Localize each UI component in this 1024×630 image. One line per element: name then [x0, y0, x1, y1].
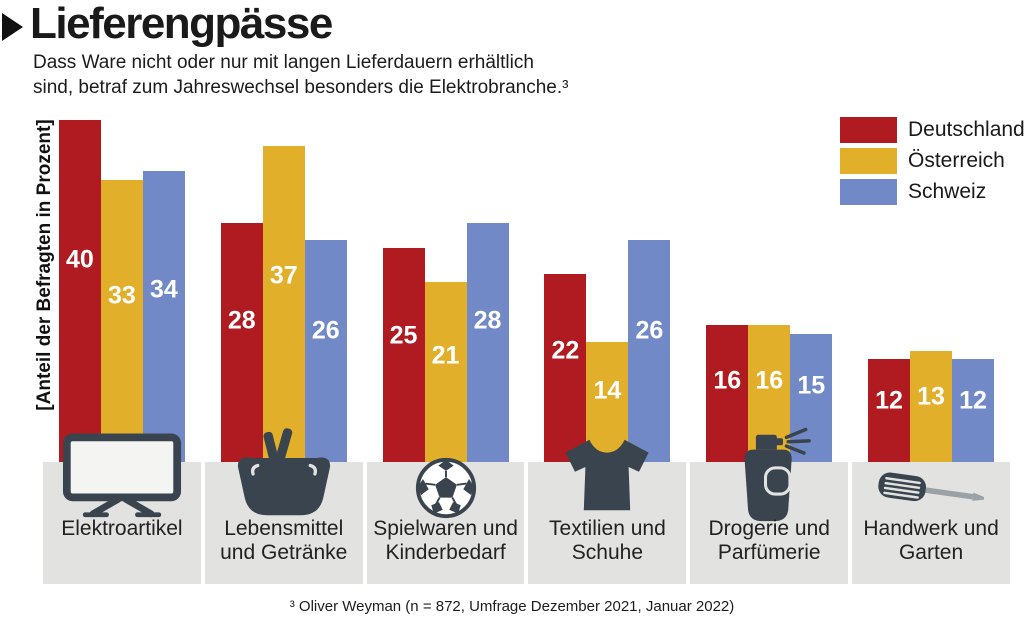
bar-value-label: 13 — [917, 382, 945, 410]
bar-schweiz: 26 — [304, 240, 347, 462]
bar-value-label: 16 — [755, 366, 784, 395]
bar-value-label: 28 — [473, 306, 502, 335]
spray-bottle-icon — [725, 426, 813, 522]
bar-deutschland: 28 — [220, 223, 263, 462]
legend-item-schweiz: Schweiz — [840, 179, 1024, 205]
bar-cluster: 22 14 26 — [544, 240, 671, 462]
bar-value-label: 21 — [431, 341, 460, 370]
bar-value-label: 14 — [593, 376, 622, 405]
legend-swatch-schweiz — [840, 179, 897, 205]
bar-cluster: 28 37 26 — [220, 146, 347, 462]
category-label: Spielwaren und Kinderbedarf — [373, 517, 518, 564]
legend-label-schweiz: Schweiz — [908, 180, 987, 203]
bar-value-label: 22 — [551, 336, 580, 365]
bar-value-label: 26 — [635, 316, 664, 345]
bar-value-label: 26 — [311, 316, 340, 345]
bar-deutschland: 22 — [544, 274, 587, 462]
title-row: Lieferengpässe — [2, 0, 333, 48]
bar-cluster: 25 21 28 — [382, 223, 509, 462]
bar-deutschland: 12 — [868, 359, 911, 462]
category-box: Handwerk und Garten — [852, 462, 1010, 584]
bar-group: Handwerk und Garten 12 13 12 — [852, 119, 1010, 584]
bar-value-label: 28 — [227, 306, 256, 335]
bar-value-label: 33 — [108, 281, 136, 310]
category-box: Textilien und Schuhe — [528, 439, 687, 584]
bar-schweiz: 12 — [952, 359, 995, 462]
category-box: Drogerie und Parfümerie — [690, 427, 849, 584]
bar-group: Elektroartikel 40 33 34 — [43, 119, 201, 584]
bar-cluster: 40 33 34 — [58, 120, 185, 462]
page-title: Lieferengpässe — [30, 0, 333, 48]
bar-group: Drogerie und Parfümerie 16 16 15 — [690, 119, 849, 584]
category-label: Handwerk und Garten — [863, 517, 999, 564]
screwdriver-icon — [875, 468, 987, 518]
bar-value-label: 40 — [66, 245, 94, 274]
bar-value-label: 25 — [389, 321, 418, 350]
category-box: Lebensmittel und Getränke — [204, 428, 363, 584]
shopping-basket-icon — [232, 428, 336, 518]
bar-value-label: 16 — [713, 366, 742, 395]
bar-group: Spielwaren und Kinderbedarf 25 21 28 — [366, 119, 525, 584]
legend-item-oesterreich: Österreich — [840, 148, 1024, 174]
legend-swatch-deutschland — [840, 117, 897, 143]
bar-deutschland: 25 — [382, 248, 425, 462]
chart-subtitle: Dass Ware nicht oder nur mit langen Lief… — [33, 52, 569, 98]
bar-oesterreich: 21 — [424, 282, 467, 462]
bar-value-label: 37 — [269, 261, 298, 290]
bar-value-label: 34 — [150, 275, 178, 304]
legend-swatch-oesterreich — [840, 148, 897, 174]
bar-chart: Elektroartikel 40 33 34 Lebensmittel und Get… — [43, 119, 1010, 584]
bar-schweiz: 28 — [466, 223, 509, 462]
bar-oesterreich: 14 — [586, 342, 629, 462]
bar-deutschland: 16 — [706, 325, 749, 462]
bullet-triangle-icon — [2, 13, 23, 41]
tv-icon — [62, 432, 182, 522]
soccer-ball-icon — [414, 456, 478, 520]
tshirt-icon — [559, 434, 655, 516]
bar-oesterreich: 37 — [262, 146, 305, 462]
bar-value-label: 12 — [959, 386, 987, 415]
category-label: Drogerie und Parfümerie — [708, 517, 830, 564]
bar-cluster: 12 13 12 — [868, 351, 995, 462]
bar-group: Textilien und Schuhe 22 14 26 — [528, 119, 687, 584]
bar-schweiz: 26 — [628, 240, 671, 462]
bar-deutschland: 40 — [58, 120, 101, 462]
category-label: Elektroartikel — [61, 517, 183, 540]
legend: Deutschland Österreich Schweiz — [840, 117, 1024, 205]
bar-value-label: 12 — [875, 386, 903, 415]
category-box: Spielwaren und Kinderbedarf — [366, 457, 525, 584]
category-label: Textilien und Schuhe — [549, 517, 666, 564]
category-box: Elektroartikel — [43, 433, 201, 584]
category-label: Lebensmittel und Getränke — [220, 517, 348, 564]
legend-label-deutschland: Deutschland — [908, 118, 1024, 141]
bar-oesterreich: 13 — [910, 351, 953, 462]
source-footnote: ³ Oliver Weyman (n = 872, Umfrage Dezemb… — [289, 598, 735, 615]
legend-item-deutschland: Deutschland — [840, 117, 1024, 143]
legend-label-oesterreich: Österreich — [908, 149, 1005, 172]
bar-oesterreich: 33 — [100, 180, 143, 462]
bar-group: Lebensmittel und Getränke 28 37 26 — [204, 119, 363, 584]
bar-schweiz: 34 — [142, 171, 185, 462]
bar-value-label: 15 — [797, 371, 826, 400]
